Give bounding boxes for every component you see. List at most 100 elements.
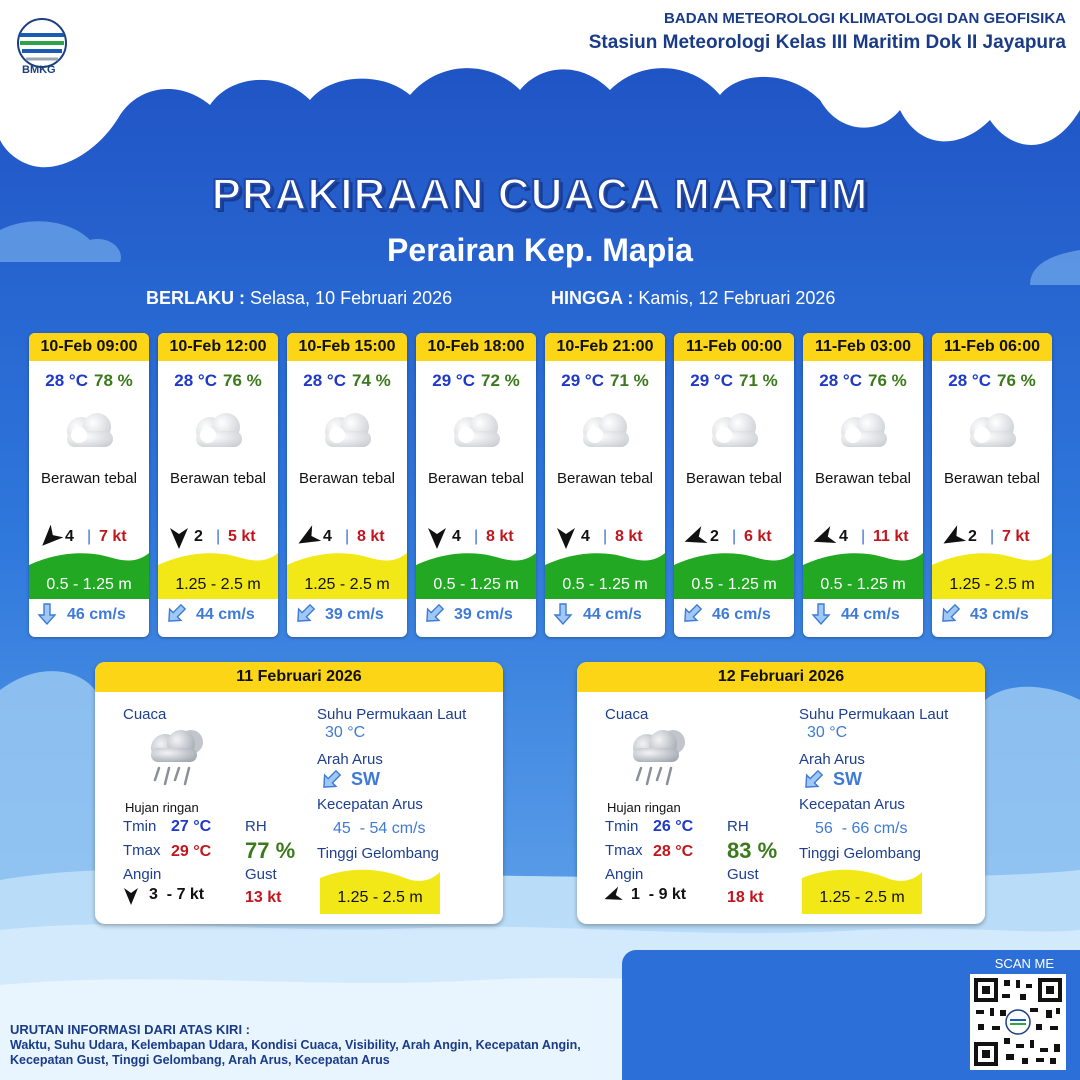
daily-date: 11 Februari 2026	[95, 662, 503, 692]
daily-card-2: 12 Februari 2026 Cuaca Hujan ringan Tmin 26 …	[577, 662, 985, 924]
forecast-time: 10-Feb 09:00	[29, 333, 149, 361]
bmkg-logo-icon	[17, 18, 67, 68]
wave-height: 0.5 - 1.25 m	[820, 576, 906, 593]
forecast-card: 10-Feb 09:00 28 °C 78 % Berawan tebal 4 | 7 kt…	[29, 333, 149, 637]
cloudy-icon	[57, 407, 121, 455]
current-arrow-icon	[938, 602, 962, 626]
wind-arrow-icon	[166, 525, 192, 551]
separator: |	[474, 528, 479, 545]
wave-height: 1.25 - 2.5 m	[949, 576, 1035, 593]
scan-label: SCAN ME	[994, 956, 1054, 971]
forecast-time: 11-Feb 00:00	[674, 333, 794, 361]
daily-card-1: 11 Februari 2026 Cuaca Hujan ringan Tmin 27 …	[95, 662, 503, 924]
humidity: 76 %	[867, 371, 907, 390]
wind-arrow-icon	[295, 525, 322, 551]
qr-code-icon[interactable]	[970, 974, 1066, 1070]
forecast-card: 10-Feb 21:00 29 °C 71 % Berawan tebal 4 | 8 kt…	[545, 333, 665, 637]
station-name: Stasiun Meteorologi Kelas III Maritim Do…	[588, 32, 1066, 53]
weather-desc: Berawan tebal	[170, 470, 266, 487]
humidity: 74 %	[351, 371, 391, 390]
validity-from-label: BERLAKU :	[146, 288, 245, 308]
current-arrow-icon	[801, 768, 825, 797]
current-arrow-icon	[422, 602, 446, 626]
forecast-card: 11-Feb 06:00 28 °C 76 % Berawan tebal 2 | 7 kt…	[932, 333, 1052, 637]
cloudy-icon	[702, 407, 766, 455]
wave-band	[545, 549, 665, 599]
current-arrow-icon	[35, 602, 59, 626]
wave-value: 1.25 - 2.5 m	[337, 889, 423, 906]
wave-band	[803, 549, 923, 599]
wave-band	[158, 549, 278, 599]
forecast-card: 11-Feb 03:00 28 °C 76 % Berawan tebal 4 | 11 k…	[803, 333, 923, 637]
separator: |	[603, 528, 608, 545]
gust-label: Gust	[727, 866, 759, 883]
weather-desc: Berawan tebal	[428, 470, 524, 487]
tmax-label: Tmax	[605, 842, 643, 859]
air-temp: 29 °C	[432, 371, 475, 390]
air-temp: 29 °C	[690, 371, 733, 390]
separator: |	[345, 528, 350, 545]
wind-speed: 4	[323, 528, 332, 545]
wave-band	[802, 868, 922, 919]
wave-height: 1.25 - 2.5 m	[304, 576, 390, 593]
wave-height: 1.25 - 2.5 m	[175, 576, 261, 593]
validity-from: BERLAKU : Selasa, 10 Februari 2026	[146, 288, 452, 309]
cloudy-icon	[444, 407, 508, 455]
gust-label: Gust	[245, 866, 277, 883]
wind-arrow-icon	[603, 886, 623, 911]
page-title: PRAKIRAAN CUACA MARITIM	[211, 169, 869, 220]
logo-text: BMKG	[22, 64, 56, 76]
weather-label: Cuaca	[605, 706, 649, 723]
gust-value: 18 kt	[727, 889, 764, 906]
wind-arrow-icon	[940, 525, 967, 551]
humidity: 72 %	[480, 371, 520, 390]
wave-band	[416, 549, 536, 599]
current-speed: 46 cm/s	[712, 606, 771, 623]
weather-desc: Hujan ringan	[125, 800, 199, 815]
wave-band	[287, 549, 407, 599]
wave-value: 1.25 - 2.5 m	[819, 889, 905, 906]
tmin-label: Tmin	[605, 818, 639, 835]
current-speed: 43 cm/s	[970, 606, 1029, 623]
light-rain-icon	[143, 724, 213, 795]
cloudy-icon	[831, 407, 895, 455]
rh-label: RH	[245, 818, 267, 835]
air-temp: 28 °C	[948, 371, 991, 390]
tmin-label: Tmin	[123, 818, 157, 835]
wind-arrow-icon	[682, 525, 708, 551]
forecast-card: 10-Feb 18:00 29 °C 72 % Berawan tebal 4 | 8 kt…	[416, 333, 536, 637]
page-subtitle: Perairan Kep. Mapia	[387, 232, 693, 268]
gust-value: 13 kt	[245, 889, 282, 906]
sst-label: Suhu Permukaan Laut	[799, 706, 949, 723]
forecast-card: 10-Feb 15:00 28 °C 74 % Berawan tebal 4 | 8 kt…	[287, 333, 407, 637]
air-temp: 28 °C	[45, 371, 88, 390]
wave-band	[29, 549, 149, 599]
wind-arrow-icon	[553, 525, 579, 551]
current-dir-value: SW	[351, 769, 380, 789]
wave-height: 0.5 - 1.25 m	[46, 576, 132, 593]
forecast-time: 10-Feb 15:00	[287, 333, 407, 361]
separator: |	[861, 528, 866, 545]
forecast-card: 11-Feb 00:00 29 °C 71 % Berawan tebal 2 | 6 kt…	[674, 333, 794, 637]
tmax-value: 29 °C	[171, 843, 212, 860]
gust-speed: 8 kt	[357, 528, 385, 545]
sst-value: 30 °C	[325, 724, 366, 741]
separator: |	[990, 528, 995, 545]
humidity: 76 %	[222, 371, 262, 390]
gust-speed: 8 kt	[615, 528, 643, 545]
current-arrow-icon	[164, 602, 188, 626]
current-speed: 44 cm/s	[841, 606, 900, 623]
wind-speed: 4	[65, 528, 74, 545]
cloudy-icon	[573, 407, 637, 455]
light-rain-icon	[625, 724, 695, 795]
wind-label: Angin	[605, 866, 644, 883]
weather-desc: Berawan tebal	[815, 470, 911, 487]
forecast-time: 11-Feb 06:00	[932, 333, 1052, 361]
gust-speed: 5 kt	[228, 528, 256, 545]
humidity: 76 %	[996, 371, 1036, 390]
tmin-value: 26 °C	[653, 818, 694, 835]
current-arrow-icon	[293, 602, 317, 626]
weather-desc: Berawan tebal	[557, 470, 653, 487]
air-temp: 29 °C	[561, 371, 604, 390]
cloudy-icon	[960, 407, 1024, 455]
